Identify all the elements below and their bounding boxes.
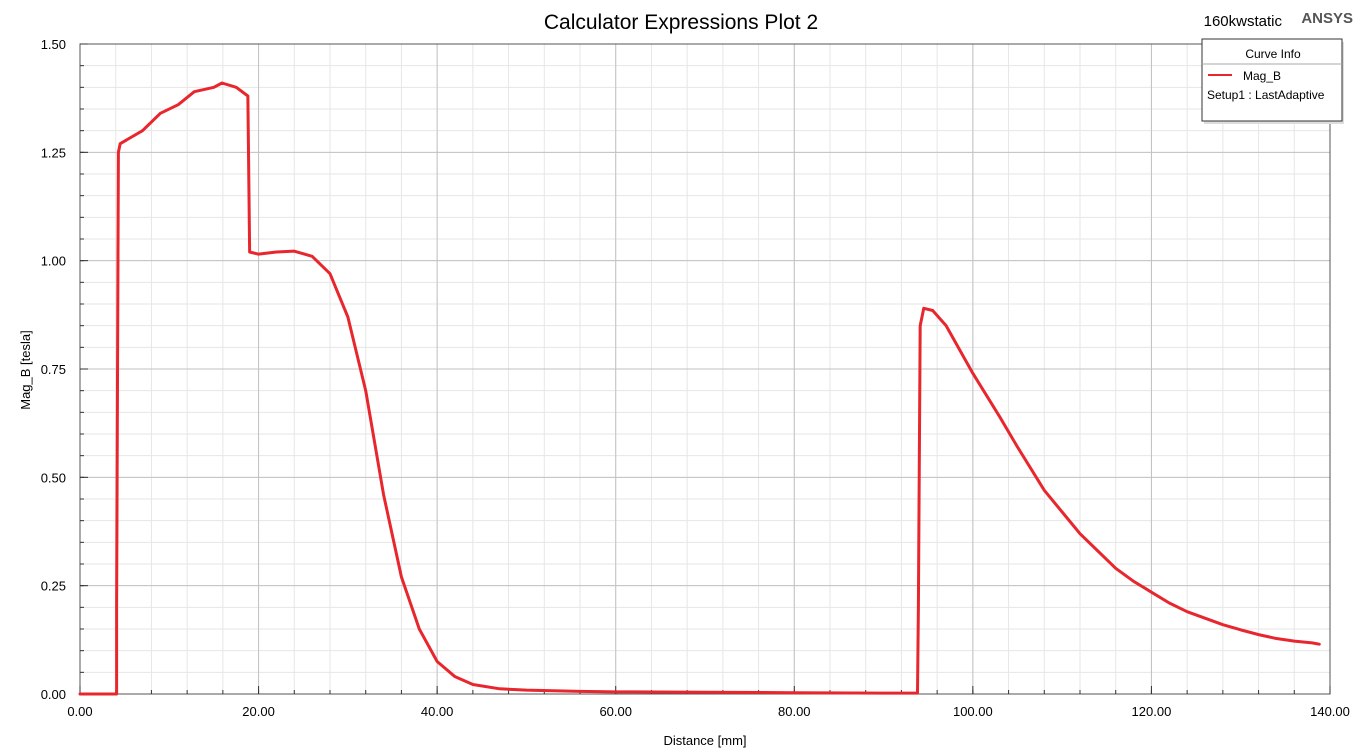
y-tick-label: 0.25 <box>41 579 66 594</box>
x-tick-label: 40.00 <box>421 704 454 719</box>
chart-title: Calculator Expressions Plot 2 <box>544 11 818 34</box>
legend-entry-setup: Setup1 : LastAdaptive <box>1207 88 1325 102</box>
y-tick-label: 0.00 <box>41 687 66 702</box>
project-name: 160kwstatic <box>1204 13 1283 30</box>
y-tick-label: 0.50 <box>41 470 66 485</box>
legend-title: Curve Info <box>1245 47 1301 61</box>
x-tick-label: 80.00 <box>778 704 811 719</box>
x-axis-label: Distance [mm] <box>663 733 746 748</box>
brand-logo-text: ANSYS <box>1301 10 1353 27</box>
legend-box[interactable]: Curve Info Mag_B Setup1 : LastAdaptive <box>1201 38 1344 124</box>
y-tick-label: 1.00 <box>41 254 66 269</box>
y-axis-tick-labels: 0.00 0.25 0.50 0.75 1.00 1.25 1.50 <box>41 37 66 702</box>
x-tick-label: 0.00 <box>67 704 92 719</box>
series-line-mag-b <box>78 81 1321 696</box>
y-tick-label: 1.50 <box>41 37 66 52</box>
x-axis-tick-labels: 0.00 20.00 40.00 60.00 80.00 100.00 120.00 140.… <box>67 704 1350 719</box>
x-tick-label: 140.00 <box>1310 704 1350 719</box>
legend-entry-name: Mag_B <box>1243 69 1281 83</box>
y-axis-label: Mag_B [tesla] <box>18 330 33 410</box>
series-layer <box>78 81 1321 696</box>
x-tick-label: 100.00 <box>953 704 993 719</box>
axis-ticks <box>79 43 1331 695</box>
x-tick-label: 120.00 <box>1132 704 1172 719</box>
x-tick-label: 20.00 <box>242 704 275 719</box>
legend-frame <box>1201 38 1343 122</box>
y-tick-label: 0.75 <box>41 362 66 377</box>
major-gridlines <box>79 43 1331 695</box>
y-tick-label: 1.25 <box>41 145 66 160</box>
x-tick-label: 60.00 <box>599 704 632 719</box>
